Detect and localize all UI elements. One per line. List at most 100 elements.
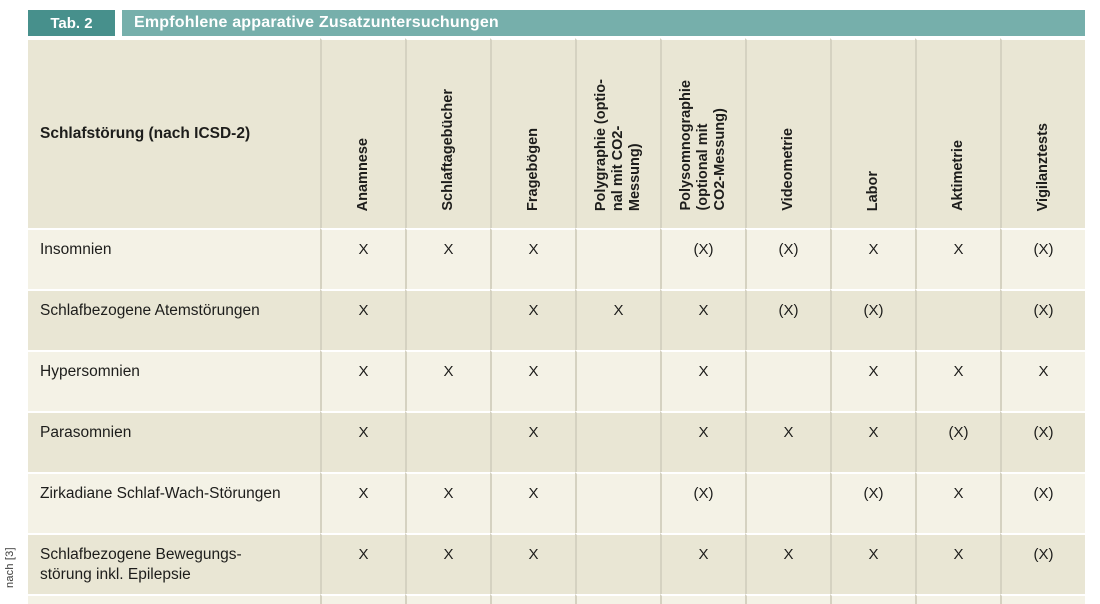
column-header-label: Polysomnographie (optional mit CO2-Messu… [677, 80, 729, 211]
mark-cell: X [915, 533, 1000, 594]
table-row: Insomnien X X X (X) (X) X X (X) [28, 228, 1085, 289]
table-row: Andere Schlafstörungen und isolierte Sym… [28, 594, 1085, 604]
mark-cell: (X) [745, 228, 830, 289]
row-label: Schlafbezogene Bewegungs- störung inkl. … [28, 533, 320, 594]
mark-cell: X [660, 350, 745, 411]
mark-cell: X [405, 350, 490, 411]
column-header-label: Vigilanztests [1034, 122, 1051, 211]
mark-cell: X [915, 350, 1000, 411]
column-header-polygraphie: Polygraphie (optio- nal mit CO2- Messung… [575, 38, 660, 228]
column-header-vigilanztests: Vigilanztests [1000, 38, 1085, 228]
mark-cell [915, 289, 1000, 350]
mark-cell: (X) [830, 289, 915, 350]
table-number-chip: Tab. 2 [28, 10, 115, 36]
column-header-labor: Labor [830, 38, 915, 228]
column-header-polysomnographie: Polysomnographie (optional mit CO2-Messu… [660, 38, 745, 228]
mark-cell: X [745, 411, 830, 472]
mark-cell: X [830, 533, 915, 594]
row-label: Schlafbezogene Atemstörungen [28, 289, 320, 350]
table-row: Zirkadiane Schlaf-Wach-Störungen X X X (X) (X… [28, 472, 1085, 533]
column-header-frageboegen: Fragebögen [490, 38, 575, 228]
mark-cell: X [660, 533, 745, 594]
mark-cell: X [830, 411, 915, 472]
column-header-label: Fragebögen [524, 128, 541, 211]
source-citation: nach [3] [4, 547, 16, 588]
mark-cell: X [320, 228, 405, 289]
mark-cell: X [320, 289, 405, 350]
mark-cell: X [915, 472, 1000, 533]
column-header-label: Labor [864, 170, 881, 211]
mark-cell: X [915, 228, 1000, 289]
column-header-anamnese: Anamnese [320, 38, 405, 228]
table-row: Hypersomnien X X X X X X X [28, 350, 1085, 411]
mark-cell: (X) [830, 594, 915, 604]
table-title-bar: Tab. 2 Empfohlene apparative Zusatzunter… [28, 10, 1085, 36]
mark-cell [575, 594, 660, 604]
row-label: Parasomnien [28, 411, 320, 472]
mark-cell: X [490, 472, 575, 533]
column-header-aktimetrie: Aktimetrie [915, 38, 1000, 228]
column-header-label: Aktimetrie [949, 140, 966, 211]
mark-cell: (X) [745, 594, 830, 604]
mark-cell: X [320, 533, 405, 594]
mark-cell [745, 472, 830, 533]
mark-cell: X [490, 289, 575, 350]
mark-cell: X [320, 594, 405, 604]
mark-cell: X [575, 289, 660, 350]
data-table: Schlafstörung (nach ICSD-2) Anamnese Sch… [28, 38, 1085, 604]
row-label: Hypersomnien [28, 350, 320, 411]
column-header-label: Polygraphie (optio- nal mit CO2- Messung… [592, 78, 644, 211]
mark-cell [405, 411, 490, 472]
mark-cell: (X) [660, 472, 745, 533]
mark-cell [575, 472, 660, 533]
row-label: Andere Schlafstörungen und isolierte Sym… [28, 594, 320, 604]
mark-cell: X [490, 533, 575, 594]
column-header-label: Schlaftagebücher [439, 89, 456, 211]
mark-cell: X [660, 289, 745, 350]
mark-cell: X [490, 228, 575, 289]
row-header-label: Schlafstörung (nach ICSD-2) [28, 38, 320, 228]
mark-cell [575, 228, 660, 289]
mark-cell: (X) [915, 411, 1000, 472]
mark-cell: X [405, 594, 490, 604]
mark-cell: X [490, 350, 575, 411]
column-header-schlaftagebuecher: Schlaftagebücher [405, 38, 490, 228]
mark-cell: (X) [1000, 289, 1085, 350]
mark-cell: (X) [1000, 472, 1085, 533]
mark-cell: X [490, 594, 575, 604]
mark-cell [575, 411, 660, 472]
column-header-label: Anamnese [354, 137, 371, 211]
mark-cell [575, 350, 660, 411]
mark-cell: (X) [1000, 533, 1085, 594]
mark-cell: X [1000, 350, 1085, 411]
mark-cell: (X) [1000, 228, 1085, 289]
mark-cell: X [830, 350, 915, 411]
column-header-videometrie: Videometrie [745, 38, 830, 228]
mark-cell: X [320, 411, 405, 472]
table-row: Schlafbezogene Bewegungs- störung inkl. … [28, 533, 1085, 594]
column-header-label: Videometrie [779, 128, 796, 211]
mark-cell: X [490, 411, 575, 472]
mark-cell: X [405, 472, 490, 533]
table-row: Schlafbezogene Atemstörungen X X X X (X) (X) (X… [28, 289, 1085, 350]
mark-cell: (X) [745, 289, 830, 350]
mark-cell: X [320, 350, 405, 411]
row-label: Insomnien [28, 228, 320, 289]
mark-cell: (X) [1000, 594, 1085, 604]
mark-cell [745, 350, 830, 411]
mark-cell: X [660, 594, 745, 604]
mark-cell: (X) [1000, 411, 1085, 472]
header-row: Schlafstörung (nach ICSD-2) Anamnese Sch… [28, 38, 1085, 228]
mark-cell: X [405, 228, 490, 289]
mark-cell [575, 533, 660, 594]
table-row: Parasomnien X X X X X (X) (X) [28, 411, 1085, 472]
mark-cell: (X) [915, 594, 1000, 604]
mark-cell: X [830, 228, 915, 289]
mark-cell: X [405, 533, 490, 594]
mark-cell: X [320, 472, 405, 533]
row-label: Zirkadiane Schlaf-Wach-Störungen [28, 472, 320, 533]
table-title: Empfohlene apparative Zusatzuntersuchung… [122, 10, 1085, 36]
mark-cell: X [745, 533, 830, 594]
mark-cell [405, 289, 490, 350]
